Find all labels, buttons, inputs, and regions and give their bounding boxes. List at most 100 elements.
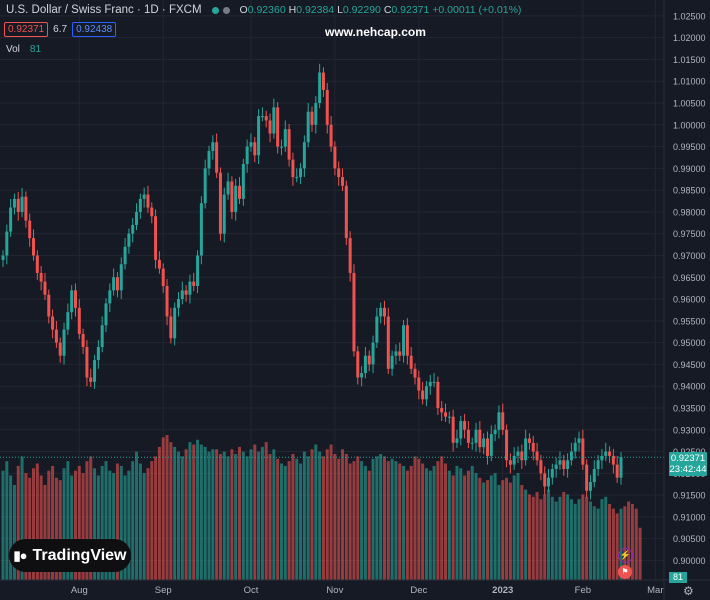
candle-body <box>459 421 463 439</box>
volume-bar <box>104 461 108 580</box>
candle-body <box>482 438 486 448</box>
candle-body <box>245 146 249 165</box>
price-axis-label: 0.99000 <box>673 164 706 174</box>
volume-bar <box>85 461 89 580</box>
volume-bar <box>619 508 623 580</box>
settings-gear-icon[interactable]: ⚙ <box>683 584 694 598</box>
candle-body <box>104 303 108 326</box>
volume-bar <box>66 461 70 580</box>
volume-bar <box>566 494 570 580</box>
candle-body <box>142 194 146 199</box>
price-axis-label: 0.91500 <box>673 491 706 501</box>
eye-icon[interactable] <box>222 6 230 14</box>
candle-body <box>527 438 531 443</box>
candle-body <box>619 457 623 478</box>
candle-body <box>222 194 226 234</box>
candle-body <box>436 381 440 408</box>
candle-body <box>615 464 619 478</box>
candle-body <box>43 281 47 295</box>
volume-bar <box>93 468 97 580</box>
volume-bar <box>135 451 139 580</box>
sell-button[interactable]: 0.92371 <box>4 22 49 37</box>
candle-body <box>505 429 509 461</box>
us-flag-icon[interactable]: ⚑ <box>618 565 632 579</box>
candle-body <box>211 142 215 151</box>
volume-bar <box>43 484 47 580</box>
candle-body <box>77 307 81 334</box>
candle-body <box>417 377 421 391</box>
candle-body <box>493 429 497 435</box>
candle-body <box>318 72 322 104</box>
volume-bar <box>299 463 303 580</box>
candle-body <box>81 333 85 347</box>
candle-body <box>291 159 295 178</box>
volume-bar <box>627 501 631 580</box>
candle-body <box>581 438 585 465</box>
volume-bar <box>215 449 219 580</box>
volume-bar <box>531 496 535 580</box>
volume-bar <box>302 451 306 580</box>
candle-body <box>478 429 482 448</box>
candle-body <box>306 111 310 143</box>
candle-body <box>199 203 203 256</box>
volume-bar <box>505 477 509 580</box>
volume-bar <box>360 461 364 580</box>
volume-bar <box>493 473 497 580</box>
volume-bar <box>283 465 287 580</box>
buy-button[interactable]: 0.92438 <box>72 22 117 37</box>
volume-bar <box>371 458 375 580</box>
countdown-label: 23:42:44 <box>669 464 707 475</box>
volume-bar <box>367 470 371 580</box>
volume-bar <box>402 465 406 580</box>
time-axis-label: Dec <box>410 585 427 596</box>
volume-bar <box>520 484 524 580</box>
candle-body <box>463 421 467 430</box>
volume-bar <box>337 458 341 580</box>
candle-body <box>192 281 196 286</box>
candle-body <box>333 146 337 169</box>
candle-body <box>9 207 13 232</box>
volume-bar <box>112 473 116 580</box>
price-axis-label: 0.96500 <box>673 273 706 283</box>
symbol-title[interactable]: U.S. Dollar / Swiss Franc · 1D · FXCM <box>6 4 202 16</box>
volume-bar <box>386 461 390 580</box>
candle-body <box>123 246 127 265</box>
volume-bar <box>249 449 253 580</box>
candle-body <box>85 346 89 378</box>
candle-body <box>520 451 524 461</box>
volume-bar <box>157 446 161 580</box>
volume-bar <box>73 470 77 580</box>
lightning-icon[interactable]: ⚡ <box>618 548 633 563</box>
volume-legend[interactable]: Vol 81 <box>6 44 41 55</box>
candle-body <box>253 142 257 156</box>
volume-bar <box>474 473 478 580</box>
candle-body <box>54 329 58 343</box>
candle-body <box>115 277 119 291</box>
volume-bar <box>436 461 440 580</box>
volume-bar <box>58 480 62 580</box>
candle-body <box>375 316 379 343</box>
volume-bar <box>409 465 413 580</box>
candle-body <box>35 255 39 273</box>
volume-bar <box>188 442 192 580</box>
volume-bar <box>554 501 558 580</box>
volume-bar <box>318 451 322 580</box>
candle-body <box>32 238 36 256</box>
volume-bar <box>459 468 463 580</box>
symbol-header: U.S. Dollar / Swiss Franc · 1D · FXCM O0… <box>6 4 521 16</box>
candle-body <box>547 477 551 487</box>
volume-bar <box>466 470 470 580</box>
volume-bar <box>253 444 257 580</box>
candle-body <box>295 177 299 179</box>
volume-bar <box>615 513 619 580</box>
volume-bar <box>154 456 158 580</box>
price-axis-label: 1.02500 <box>673 11 706 21</box>
candle-body <box>12 198 16 208</box>
volume-bar <box>558 496 562 580</box>
tradingview-logo[interactable]: ▮● TradingView <box>9 539 131 572</box>
price-axis-label: 0.91000 <box>673 512 706 522</box>
volume-bar <box>142 473 146 580</box>
volume-bar <box>604 496 608 580</box>
